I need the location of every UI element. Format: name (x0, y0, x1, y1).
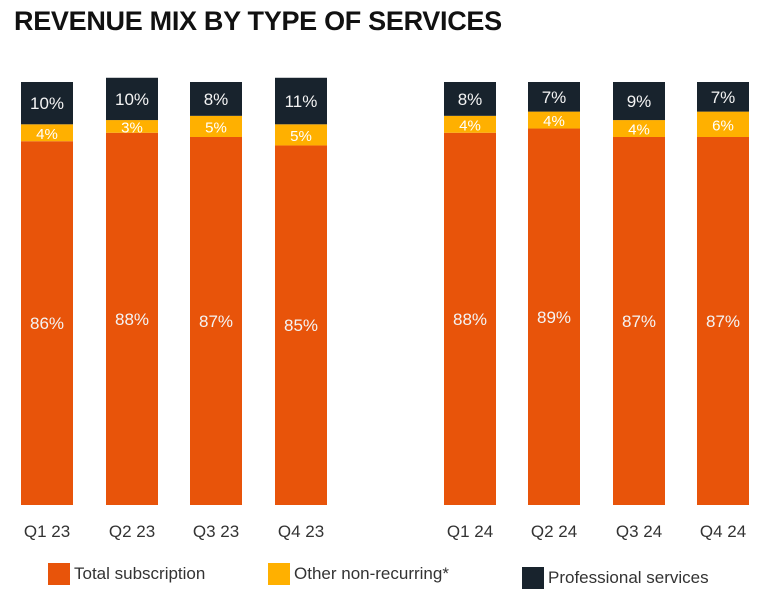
tick-label-q1-24: Q1 24 (447, 522, 493, 541)
data-label-other-non-recurring-q3-23: 5% (205, 119, 227, 136)
bar-professional-services-q1-24 (444, 82, 496, 116)
bar-total-subscription-q1-24 (444, 132, 496, 505)
data-label-total-subscription-q3-24: 87% (622, 312, 656, 331)
data-label-other-non-recurring-q2-23: 3% (121, 119, 143, 136)
legend-item-other-non-recurring: Other non-recurring* (268, 563, 449, 585)
bar-other-non-recurring-q4-23 (275, 124, 327, 146)
tick-label-q3-24: Q3 24 (616, 522, 662, 541)
tick-label-q1-23: Q1 23 (24, 522, 70, 541)
tick-label-q2-24: Q2 24 (531, 522, 577, 541)
legend-label-other-non-recurring: Other non-recurring* (294, 564, 449, 583)
bar-other-non-recurring-q2-23 (106, 120, 158, 133)
data-label-other-non-recurring-q1-23: 4% (36, 126, 58, 143)
legend-swatch-professional-services (522, 567, 544, 589)
chart-title: REVENUE MIX BY TYPE OF SERVICES (14, 6, 502, 36)
data-label-other-non-recurring-q1-24: 4% (459, 117, 481, 134)
bar-professional-services-q3-23 (190, 82, 242, 116)
data-label-professional-services-q1-24: 8% (458, 90, 483, 109)
data-label-total-subscription-q4-23: 85% (284, 316, 318, 335)
bar-total-subscription-q2-24 (528, 128, 580, 505)
tick-label-q2-23: Q2 23 (109, 522, 155, 541)
data-label-professional-services-q2-24: 7% (542, 88, 567, 107)
data-label-total-subscription-q2-24: 89% (537, 308, 571, 327)
bar-total-subscription-q3-23 (190, 136, 242, 506)
bar-total-subscription-q3-24 (613, 136, 665, 506)
data-label-other-non-recurring-q4-24: 6% (712, 117, 734, 134)
data-label-professional-services-q2-23: 10% (115, 90, 149, 109)
bar-other-non-recurring-q1-23 (21, 124, 73, 142)
bar-professional-services-q3-24 (613, 82, 665, 121)
legend-item-professional-services: Professional services (522, 567, 709, 589)
legend-item-total-subscription: Total subscription (48, 563, 205, 585)
data-label-professional-services-q3-24: 9% (627, 92, 652, 111)
data-label-total-subscription-q4-24: 87% (706, 312, 740, 331)
data-label-total-subscription-q1-24: 88% (453, 310, 487, 329)
legend-swatch-total-subscription (48, 563, 70, 585)
data-label-professional-services-q4-24: 7% (711, 88, 736, 107)
data-label-total-subscription-q1-23: 86% (30, 314, 64, 333)
bar-professional-services-q4-23 (275, 77, 327, 125)
data-label-other-non-recurring-q2-24: 4% (543, 113, 565, 130)
legend-label-professional-services: Professional services (548, 568, 709, 587)
tick-label-q4-24: Q4 24 (700, 522, 746, 541)
bar-professional-services-q2-24 (528, 82, 580, 112)
data-label-other-non-recurring-q4-23: 5% (290, 128, 312, 145)
bar-other-non-recurring-q2-24 (528, 111, 580, 129)
bar-total-subscription-q2-23 (106, 132, 158, 505)
bar-total-subscription-q4-24 (697, 136, 749, 506)
data-label-total-subscription-q3-23: 87% (199, 312, 233, 331)
data-label-professional-services-q4-23: 11% (285, 92, 318, 111)
data-label-total-subscription-q2-23: 88% (115, 310, 149, 329)
data-label-other-non-recurring-q3-24: 4% (628, 122, 650, 139)
tick-label-q4-23: Q4 23 (278, 522, 324, 541)
legend-swatch-other-non-recurring (268, 563, 290, 585)
tick-label-q3-23: Q3 23 (193, 522, 239, 541)
bar-other-non-recurring-q3-23 (190, 115, 242, 137)
bar-professional-services-q4-24 (697, 82, 749, 112)
data-label-professional-services-q3-23: 8% (204, 90, 229, 109)
bar-other-non-recurring-q4-24 (697, 111, 749, 137)
bar-total-subscription-q1-23 (21, 141, 73, 505)
bar-professional-services-q2-23 (106, 77, 158, 121)
bar-other-non-recurring-q3-24 (613, 120, 665, 137)
data-label-professional-services-q1-23: 10% (30, 94, 64, 113)
bar-professional-services-q1-23 (21, 82, 73, 125)
bar-total-subscription-q4-23 (275, 145, 327, 505)
legend-label-total-subscription: Total subscription (74, 564, 206, 583)
bar-other-non-recurring-q1-24 (444, 115, 496, 133)
